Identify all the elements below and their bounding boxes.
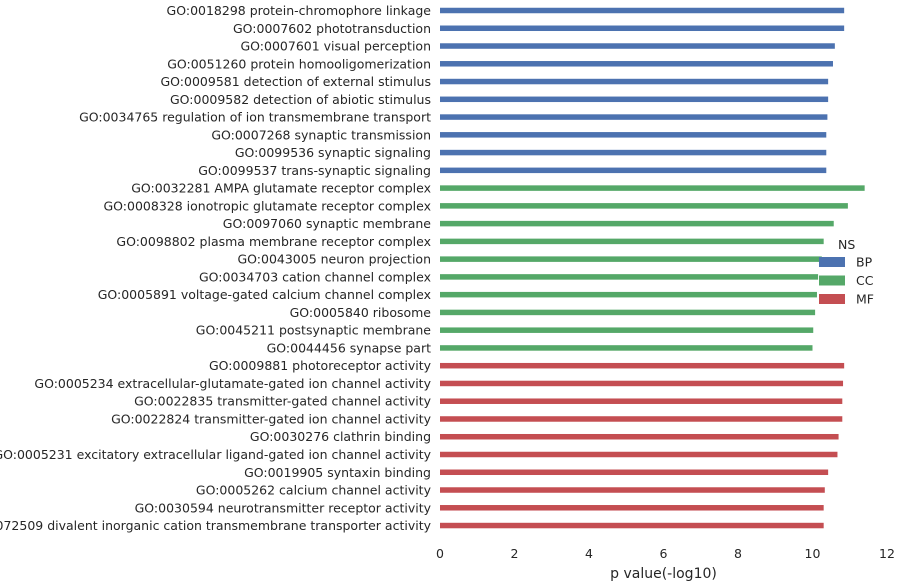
category-label: GO:0009581 detection of external stimulu… [161, 74, 432, 89]
category-label: GO:0072509 divalent inorganic cation tra… [0, 518, 432, 533]
bar [440, 256, 822, 262]
x-tick-label: 4 [585, 546, 593, 561]
bar [440, 309, 816, 316]
bar [440, 238, 824, 245]
category-label: GO:0019905 syntaxin binding [244, 465, 431, 480]
bar [440, 487, 825, 493]
legend-swatch [819, 294, 845, 304]
category-label: GO:0045211 postsynaptic membrane [196, 323, 432, 338]
bar [440, 96, 829, 103]
category-label: GO:0007268 synaptic transmission [211, 127, 431, 142]
bar [440, 380, 844, 387]
category-label: GO:0008328 ionotropic glutamate receptor… [104, 198, 432, 213]
category-label: GO:0022824 transmitter-gated ion channel… [111, 411, 432, 426]
category-label: GO:0098802 plasma membrane receptor comp… [116, 234, 431, 249]
bar [440, 7, 845, 14]
legend-label: BP [856, 255, 873, 270]
category-label: GO:0099536 synaptic signaling [235, 145, 431, 160]
category-label: GO:0099537 trans-synaptic signaling [198, 163, 431, 178]
category-labels: GO:0018298 protein-chromophore linkage GO… [0, 3, 432, 533]
category-label: GO:0044456 synapse part [267, 340, 431, 355]
category-label: GO:0007602 phototransduction [233, 21, 431, 36]
category-label: GO:0097060 synaptic membrane [223, 216, 432, 231]
bar [440, 362, 845, 369]
legend-label: CC [856, 273, 874, 288]
bar [440, 433, 839, 440]
bar [440, 416, 843, 422]
category-label: GO:0030276 clathrin binding [250, 429, 431, 444]
bar [440, 274, 819, 280]
bar [440, 25, 845, 32]
bar [440, 505, 824, 511]
category-label: GO:0009881 photoreceptor activity [209, 358, 432, 373]
bar [440, 43, 835, 49]
bar [440, 114, 828, 120]
bar [440, 149, 827, 156]
category-label: GO:0034765 regulation of ion transmembra… [79, 110, 431, 125]
bar [440, 132, 827, 138]
category-label: GO:0009582 detection of abiotic stimulus [170, 92, 431, 107]
category-label: GO:0005262 calcium channel activity [196, 483, 432, 498]
bar [440, 220, 834, 227]
bar [440, 291, 817, 298]
category-label: GO:0018298 protein-chromophore linkage [167, 3, 432, 18]
bar [440, 78, 829, 85]
x-tick-label: 0 [436, 546, 444, 561]
bar [440, 203, 848, 209]
x-tick-label: 6 [660, 546, 668, 561]
legend-swatch [819, 257, 845, 267]
bar [440, 327, 814, 333]
bar [440, 451, 838, 458]
x-tick-label: 12 [879, 546, 895, 561]
x-axis-title: p value(-log10) [610, 566, 717, 582]
bar [440, 522, 824, 529]
legend-label: MF [856, 292, 874, 307]
category-label: GO:0030594 neurotransmitter receptor act… [135, 500, 432, 515]
bar [440, 469, 829, 476]
x-axis: 0 2 4 6 8 10 12 [436, 546, 895, 561]
category-label: GO:0034703 cation channel complex [199, 269, 431, 284]
category-label: GO:0007601 visual perception [240, 39, 431, 54]
bar [440, 167, 827, 174]
category-label: GO:0032281 AMPA glutamate receptor compl… [131, 181, 431, 196]
x-tick-label: 2 [511, 546, 519, 561]
x-tick-label: 10 [805, 546, 821, 561]
bars-layer [440, 7, 865, 529]
category-label: GO:0051260 protein homooligomerization [167, 56, 431, 71]
legend-title: NS [838, 237, 855, 252]
bar [440, 185, 865, 191]
category-label: GO:0022835 transmitter-gated channel act… [134, 394, 431, 409]
legend-swatch [819, 275, 845, 286]
category-label: GO:0005840 ribosome [290, 305, 432, 320]
category-label: GO:0005891 voltage-gated calcium channel… [98, 287, 431, 302]
category-label: GO:0043005 neuron projection [237, 252, 431, 267]
bar [440, 61, 833, 67]
bar [440, 398, 843, 404]
bar [440, 345, 813, 351]
x-tick-label: 8 [734, 546, 742, 561]
category-label: GO:0005231 excitatory extracellular liga… [0, 447, 432, 462]
category-label: GO:0005234 extracellular-glutamate-gated… [34, 376, 431, 391]
